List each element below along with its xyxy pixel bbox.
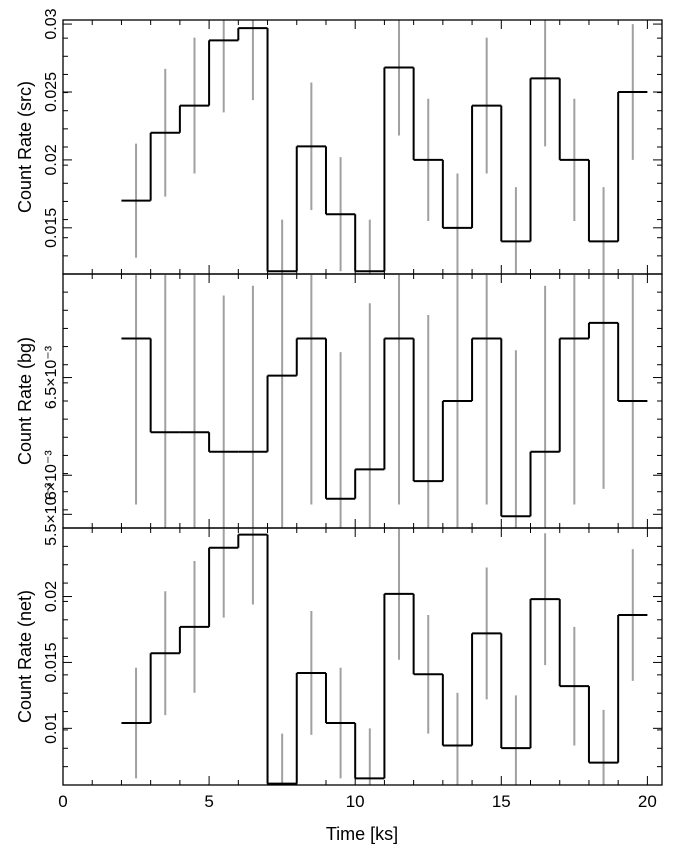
x-tick-label: 15 (492, 792, 511, 811)
y-axis-label: Count Rate (net) (15, 590, 35, 723)
y-tick-label: 5.5×10⁻³ (43, 482, 60, 546)
y-tick-label: 0.015 (43, 208, 60, 248)
y-axis-label: Count Rate (bg) (15, 337, 35, 465)
panel-frame (62, 527, 663, 786)
x-tick-label: 10 (346, 792, 365, 811)
panel-data (121, 528, 648, 785)
y-tick-label: 0.02 (43, 581, 60, 612)
y-tick-label: 0.015 (43, 642, 60, 682)
y-tick-label: 6×10⁻³ (43, 450, 60, 500)
x-axis-label: Time [ks] (326, 824, 398, 844)
y-tick-label: 0.03 (43, 8, 60, 39)
panel-2: 5.5×10⁻³6×10⁻³ 6.5×10⁻³ Count Rate (bg) (15, 273, 663, 546)
panel-frame (62, 273, 663, 529)
x-tick-label: 0 (58, 792, 67, 811)
y-axis-label: Count Rate (src) (15, 81, 35, 213)
y-tick-label: 0.025 (43, 72, 60, 112)
x-tick-label: 5 (204, 792, 213, 811)
panel-frame (62, 19, 663, 275)
y-tick-label: 6.5×10⁻³ (43, 345, 60, 409)
panel-data (121, 20, 648, 274)
panel-1: 0.015 0.02 0.025 0.03 Count Rate (src) (15, 8, 663, 275)
panel-data (121, 274, 648, 528)
y-tick-label: 0.01 (43, 713, 60, 744)
y-tick-label: 0.02 (43, 144, 60, 175)
x-tick-label: 20 (638, 792, 657, 811)
panel-3: 0.01 0.015 0.02 Count Rate (net) 0 5 10 15 20 (15, 527, 663, 811)
